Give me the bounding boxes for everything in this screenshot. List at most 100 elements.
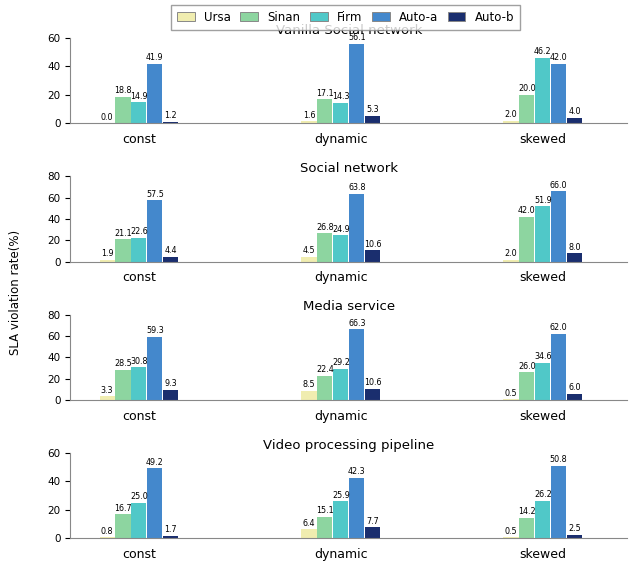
Bar — [115, 239, 131, 261]
Bar — [551, 191, 566, 261]
Bar — [100, 537, 115, 538]
Text: 2.0: 2.0 — [504, 249, 517, 258]
Text: 2.0: 2.0 — [504, 110, 517, 119]
Text: 51.9: 51.9 — [534, 196, 552, 205]
Text: 14.3: 14.3 — [332, 92, 349, 102]
Text: 42.0: 42.0 — [550, 53, 568, 62]
Text: 3.3: 3.3 — [101, 386, 113, 395]
Title: Social network: Social network — [300, 162, 398, 175]
Text: 15.1: 15.1 — [316, 506, 333, 515]
Text: 4.0: 4.0 — [568, 107, 581, 116]
Bar — [147, 468, 163, 538]
Bar — [365, 250, 380, 261]
Text: 17.1: 17.1 — [316, 88, 333, 98]
Text: 41.9: 41.9 — [146, 53, 164, 62]
Bar — [317, 376, 333, 400]
Text: 56.1: 56.1 — [348, 33, 365, 42]
Bar — [163, 390, 179, 400]
Text: 26.8: 26.8 — [316, 222, 333, 232]
Text: 1.7: 1.7 — [164, 525, 177, 534]
Text: 22.6: 22.6 — [130, 227, 148, 236]
Text: 1.2: 1.2 — [164, 111, 177, 120]
Bar — [333, 103, 348, 123]
Bar — [163, 257, 179, 261]
Bar — [567, 535, 582, 538]
Text: 50.8: 50.8 — [550, 455, 568, 464]
Text: 0.5: 0.5 — [504, 389, 517, 398]
Text: 25.0: 25.0 — [130, 492, 148, 501]
Text: 28.5: 28.5 — [114, 359, 132, 368]
Text: 34.6: 34.6 — [534, 353, 552, 362]
Bar — [147, 336, 163, 400]
Bar — [519, 372, 534, 400]
Text: 16.7: 16.7 — [114, 504, 132, 513]
Text: 9.3: 9.3 — [164, 380, 177, 388]
Bar — [131, 503, 147, 538]
Bar — [551, 64, 566, 123]
Bar — [535, 363, 550, 400]
Text: 66.0: 66.0 — [550, 181, 568, 190]
Text: 59.3: 59.3 — [146, 326, 164, 335]
Text: 63.8: 63.8 — [348, 183, 365, 192]
Bar — [519, 95, 534, 123]
Bar — [147, 64, 163, 123]
Title: Vanilla Social network: Vanilla Social network — [276, 24, 422, 37]
Bar — [567, 253, 582, 261]
Text: 6.0: 6.0 — [568, 383, 581, 392]
Text: 18.8: 18.8 — [115, 86, 132, 95]
Bar — [504, 121, 518, 123]
Bar — [147, 200, 163, 261]
Bar — [535, 58, 550, 123]
Bar — [115, 97, 131, 123]
Text: 29.2: 29.2 — [332, 358, 350, 367]
Text: 1.9: 1.9 — [100, 249, 113, 258]
Bar — [301, 121, 317, 123]
Bar — [100, 260, 115, 261]
Bar — [131, 238, 147, 261]
Text: 2.5: 2.5 — [568, 524, 581, 533]
Bar — [115, 370, 131, 400]
Bar — [333, 501, 348, 538]
Bar — [567, 118, 582, 123]
Text: 10.6: 10.6 — [364, 378, 381, 387]
Bar — [349, 43, 364, 123]
Title: Media service: Media service — [303, 301, 395, 314]
Text: 0.8: 0.8 — [101, 526, 113, 535]
Text: 10.6: 10.6 — [364, 240, 381, 249]
Text: 66.3: 66.3 — [348, 319, 365, 328]
Legend: Ursa, Sinan, Firm, Auto-a, Auto-b: Ursa, Sinan, Firm, Auto-a, Auto-b — [171, 5, 520, 29]
Text: 21.1: 21.1 — [114, 229, 132, 238]
Bar — [333, 369, 348, 400]
Bar — [317, 517, 333, 538]
Bar — [301, 391, 317, 400]
Bar — [163, 122, 179, 123]
Bar — [131, 102, 147, 123]
Bar — [349, 194, 364, 261]
Bar — [365, 116, 380, 123]
Text: 62.0: 62.0 — [550, 324, 568, 332]
Text: 8.5: 8.5 — [303, 380, 316, 390]
Bar — [504, 260, 518, 261]
Text: 14.9: 14.9 — [130, 92, 148, 101]
Bar — [535, 501, 550, 538]
Bar — [519, 518, 534, 538]
Text: 30.8: 30.8 — [130, 356, 148, 366]
Bar — [365, 527, 380, 538]
Bar — [365, 388, 380, 400]
Text: 7.7: 7.7 — [366, 517, 379, 526]
Text: 4.5: 4.5 — [303, 246, 316, 255]
Bar — [567, 394, 582, 400]
Bar — [115, 514, 131, 538]
Text: 0.0: 0.0 — [101, 113, 113, 122]
Bar — [551, 334, 566, 400]
Bar — [317, 233, 333, 261]
Title: Video processing pipeline: Video processing pipeline — [263, 439, 435, 452]
Bar — [301, 257, 317, 261]
Bar — [131, 367, 147, 400]
Text: 1.6: 1.6 — [303, 111, 316, 119]
Bar — [163, 536, 179, 538]
Text: 6.4: 6.4 — [303, 518, 316, 528]
Bar — [301, 529, 317, 538]
Text: 25.9: 25.9 — [332, 491, 350, 500]
Bar — [551, 466, 566, 538]
